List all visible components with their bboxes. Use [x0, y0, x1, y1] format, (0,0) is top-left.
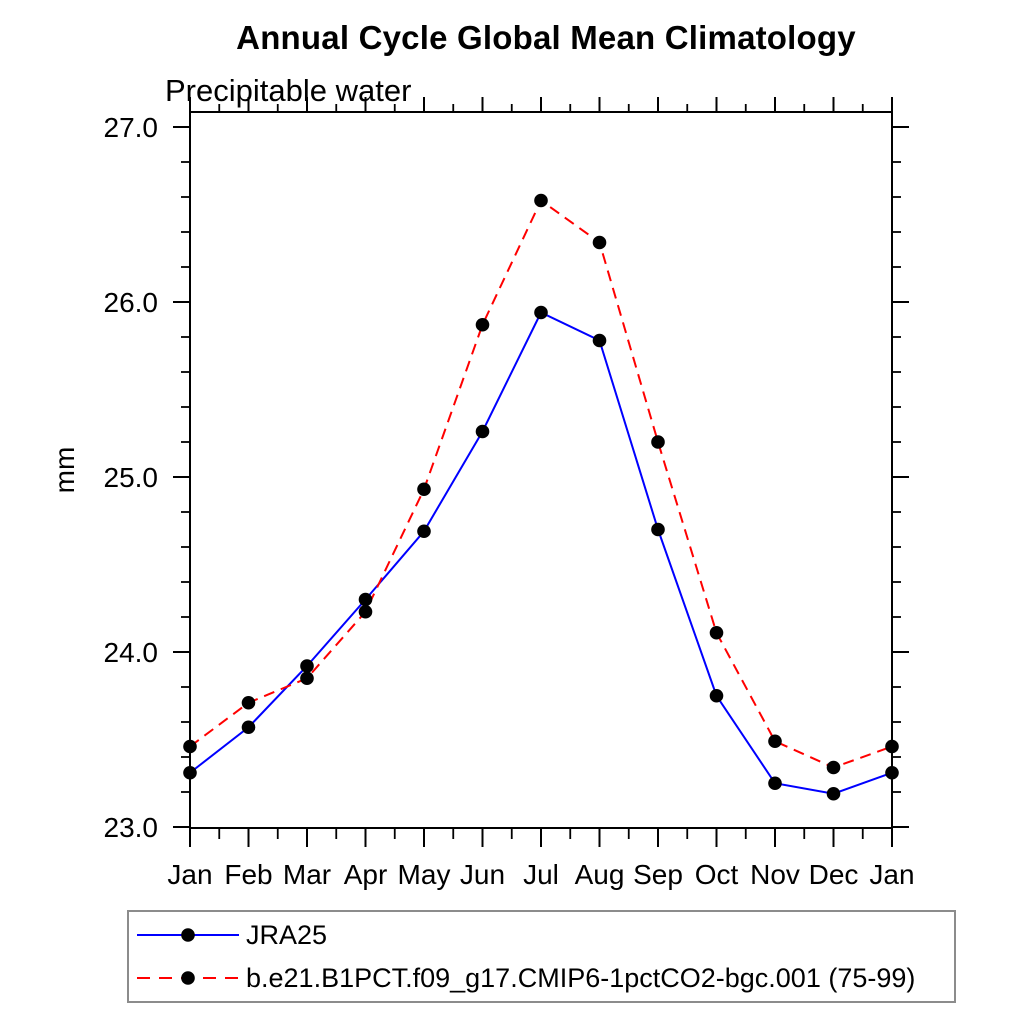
data-point-marker	[241, 720, 256, 735]
data-point-marker	[300, 659, 314, 673]
legend-row-jra25: JRA25	[134, 914, 954, 957]
data-point-marker	[475, 317, 490, 332]
data-point-marker	[475, 424, 490, 439]
y-tick-label: 23.0	[104, 812, 159, 843]
data-point-marker	[183, 765, 197, 780]
x-tick-label: Oct	[695, 859, 739, 890]
y-tick-label: 25.0	[104, 462, 159, 493]
legend-label-model: b.e21.B1PCT.f09_g17.CMIP6-1pctCO2-bgc.00…	[246, 962, 916, 993]
data-point-marker	[534, 193, 548, 208]
data-point-marker	[417, 524, 431, 539]
legend-row-model: b.e21.B1PCT.f09_g17.CMIP6-1pctCO2-bgc.00…	[134, 957, 954, 1000]
chart-title: Annual Cycle Global Mean Climatology	[236, 19, 856, 56]
plot-frame	[189, 111, 893, 829]
x-tick-label: Dec	[809, 859, 859, 890]
data-point-marker	[768, 734, 782, 749]
x-tick-label: Nov	[750, 859, 800, 890]
data-point-marker	[826, 786, 841, 801]
series-line-model	[189, 198, 893, 769]
data-point-marker	[534, 305, 548, 320]
data-point-marker	[592, 235, 607, 250]
x-tick-label: Jan	[869, 859, 914, 890]
data-point-marker	[768, 776, 782, 791]
legend-line-sample-solid	[137, 928, 239, 942]
data-point-marker	[709, 625, 724, 640]
data-point-marker	[183, 739, 197, 754]
x-tick-label: Feb	[224, 859, 272, 890]
data-point-marker	[417, 482, 431, 497]
x-tick-label: Jan	[167, 859, 212, 890]
data-point-marker	[885, 765, 899, 780]
x-tick-label: Sep	[633, 859, 683, 890]
legend-marker-dot-icon	[181, 971, 195, 985]
data-point-marker	[885, 739, 899, 754]
data-point-marker	[651, 522, 665, 537]
y-tick-label: 26.0	[104, 287, 159, 318]
y-tick-label: 24.0	[104, 637, 159, 668]
data-point-marker	[241, 695, 256, 710]
legend: JRA25 b.e21.B1PCT.f09_g17.CMIP6-1pctCO2-…	[127, 910, 956, 1003]
legend-label-jra25: JRA25	[246, 919, 328, 950]
chart-subtitle: Precipitable water	[165, 73, 412, 108]
data-point-marker	[358, 604, 373, 619]
y-tick-label: 27.0	[104, 112, 159, 143]
data-point-marker	[592, 333, 607, 348]
series-line-jra25	[189, 311, 893, 795]
data-point-marker	[358, 592, 373, 607]
x-tick-label: Jun	[460, 859, 505, 890]
x-tick-label: Mar	[283, 859, 331, 890]
legend-line-sample-dashed	[137, 971, 239, 985]
x-tick-label: May	[398, 859, 451, 890]
data-point-marker	[300, 671, 314, 686]
x-tick-label: Apr	[344, 859, 388, 890]
legend-marker-dot-icon	[181, 928, 195, 942]
data-point-marker	[709, 688, 724, 703]
x-tick-label: Jul	[523, 859, 559, 890]
data-point-marker	[826, 760, 841, 775]
x-tick-label: Aug	[575, 859, 625, 890]
data-point-marker	[651, 435, 665, 449]
y-axis-title: mm	[49, 447, 80, 494]
